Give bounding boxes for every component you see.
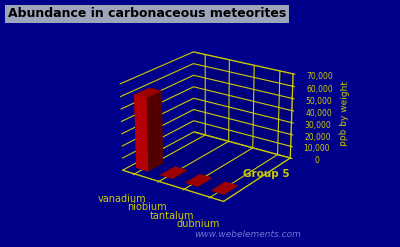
Text: www.webelements.com: www.webelements.com [194,230,302,239]
Text: Abundance in carbonaceous meteorites: Abundance in carbonaceous meteorites [8,7,286,21]
